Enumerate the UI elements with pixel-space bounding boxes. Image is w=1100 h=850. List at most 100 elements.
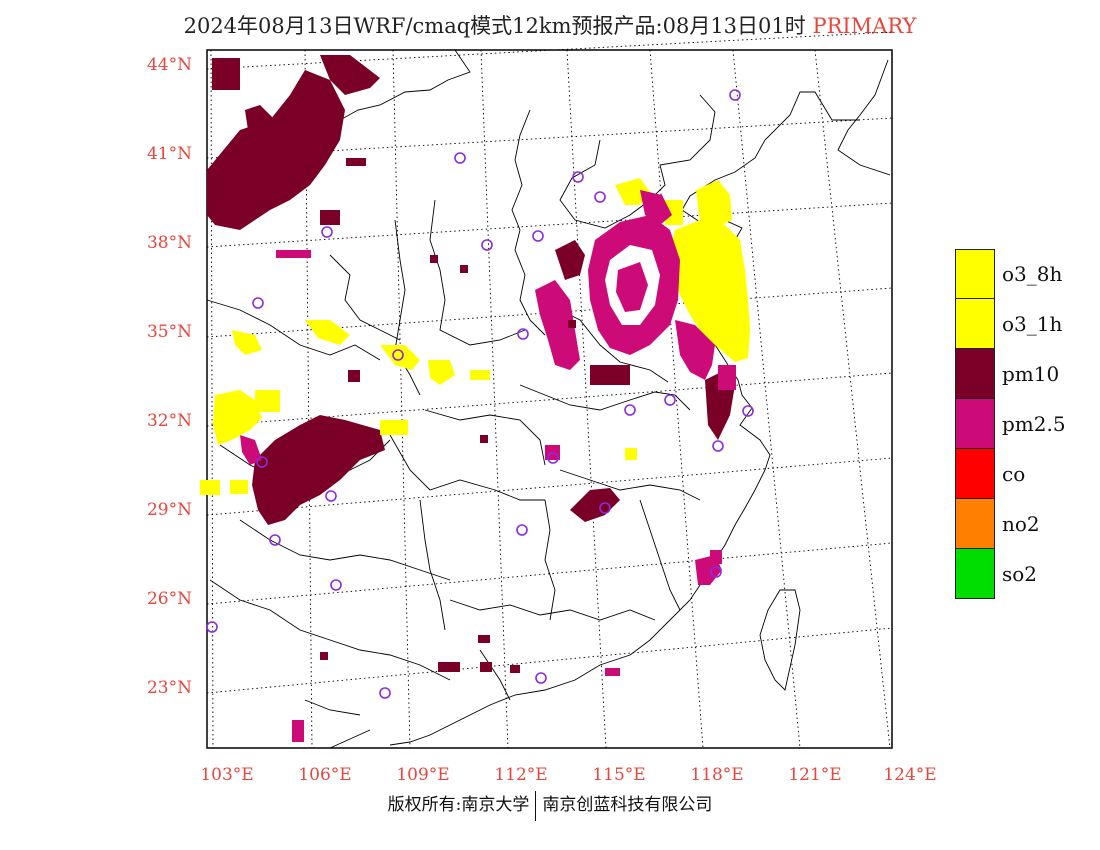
- pollution-area: [232, 330, 262, 355]
- pollution-cell: [710, 550, 722, 564]
- legend-item: co: [955, 449, 1095, 499]
- legend-label: so2: [1002, 562, 1038, 586]
- lat-tick-label: 23°N: [146, 678, 192, 698]
- legend-swatch: [955, 449, 995, 499]
- pollution-cell: [346, 158, 366, 166]
- lon-tick-label: 112°E: [494, 765, 548, 785]
- legend-label: pm10: [1002, 362, 1060, 386]
- legend-swatch: [955, 499, 995, 549]
- legend-swatch: [955, 399, 995, 449]
- station-marker: [269, 534, 281, 546]
- station-marker: [325, 490, 337, 502]
- station-marker: [624, 404, 636, 416]
- lat-tick-label: 41°N: [146, 144, 192, 164]
- pollution-area: [245, 105, 275, 135]
- monitoring-stations: [206, 89, 754, 699]
- pollution-cell: [320, 652, 328, 660]
- pollution-cell: [665, 200, 683, 225]
- station-marker: [481, 239, 493, 251]
- station-marker: [599, 502, 611, 514]
- pollution-area: [670, 220, 750, 362]
- lon-tick-label: 118°E: [690, 765, 744, 785]
- station-marker: [710, 566, 722, 578]
- lon-tick-label: 115°E: [592, 765, 646, 785]
- lat-tick-label: 26°N: [146, 589, 192, 609]
- pollution-cell: [460, 265, 468, 273]
- legend-swatch: [955, 299, 995, 349]
- primary-tag: PRIMARY: [812, 14, 917, 38]
- pollution-area: [675, 320, 715, 380]
- station-marker: [321, 226, 333, 238]
- pollution-area: [696, 180, 732, 228]
- station-marker: [594, 191, 606, 203]
- pollution-cell: [568, 320, 576, 328]
- legend-label: o3_8h: [1002, 262, 1063, 286]
- footer-separator: [535, 790, 537, 821]
- pollution-cell: [590, 365, 630, 385]
- pollution-area: [555, 240, 585, 280]
- pollution-area: [240, 435, 262, 465]
- pollution-cell: [438, 662, 460, 672]
- pollution-cell: [200, 480, 220, 495]
- pollution-cell: [430, 255, 438, 263]
- station-marker: [206, 621, 218, 633]
- legend-label: no2: [1002, 512, 1040, 536]
- pollution-cell: [348, 370, 360, 382]
- station-marker: [729, 89, 741, 101]
- station-marker: [712, 440, 724, 452]
- pollution-area: [213, 390, 262, 445]
- pollution-area: [570, 488, 620, 522]
- legend-swatch: [955, 549, 995, 599]
- station-marker: [516, 524, 528, 536]
- lat-tick-label: 44°N: [146, 55, 192, 75]
- pollution-area: [207, 70, 345, 230]
- pollution-area: [380, 345, 420, 370]
- lon-tick-label: 121°E: [788, 765, 842, 785]
- pollution-area: [640, 190, 672, 225]
- pollution-cell: [212, 58, 240, 90]
- lon-tick-label: 109°E: [396, 765, 450, 785]
- station-marker: [572, 171, 584, 183]
- station-marker: [379, 687, 391, 699]
- pollution-area: [320, 55, 380, 95]
- legend-label: co: [1002, 462, 1026, 486]
- copyright-right: 南京创蓝科技有限公司: [542, 795, 713, 815]
- lat-tick-label: 32°N: [146, 411, 192, 431]
- pollution-area: [305, 320, 350, 345]
- lon-tick-label: 106°E: [298, 765, 352, 785]
- legend-label: o3_1h: [1002, 312, 1063, 336]
- lon-tick-label: 124°E: [883, 765, 937, 785]
- station-marker: [252, 297, 264, 309]
- pollution-area: [428, 360, 455, 385]
- pollution-cell: [380, 420, 408, 435]
- pollution-cell: [470, 370, 490, 380]
- pollution-cell: [480, 662, 492, 672]
- station-marker: [742, 405, 754, 417]
- station-marker: [532, 230, 544, 242]
- copyright-left: 版权所有:南京大学: [387, 795, 530, 815]
- pollution-cell: [625, 448, 637, 460]
- station-marker: [392, 349, 404, 361]
- pollution-area: [535, 280, 580, 370]
- legend-item: no2: [955, 499, 1095, 549]
- pollution-cell: [510, 665, 520, 673]
- pollution-area: [616, 262, 648, 312]
- legend-swatch: [955, 249, 995, 299]
- lon-tick-label: 103°E: [200, 765, 254, 785]
- pollution-cell: [605, 668, 620, 676]
- pollution-cell: [480, 435, 488, 443]
- pollution-cell: [292, 720, 304, 742]
- station-marker: [664, 394, 676, 406]
- lat-tick-label: 35°N: [146, 322, 192, 342]
- legend-label: pm2.5: [1002, 412, 1066, 436]
- pollution-cell: [255, 390, 280, 412]
- station-marker: [535, 672, 547, 684]
- lat-tick-label: 29°N: [146, 500, 192, 520]
- pollution-cell: [320, 210, 340, 225]
- copyright-footer: 版权所有:南京大学 南京创蓝科技有限公司: [0, 790, 1100, 821]
- legend-item: o3_1h: [955, 299, 1095, 349]
- legend-item: pm2.5: [955, 399, 1095, 449]
- station-marker: [330, 579, 342, 591]
- pollution-cell: [230, 480, 248, 494]
